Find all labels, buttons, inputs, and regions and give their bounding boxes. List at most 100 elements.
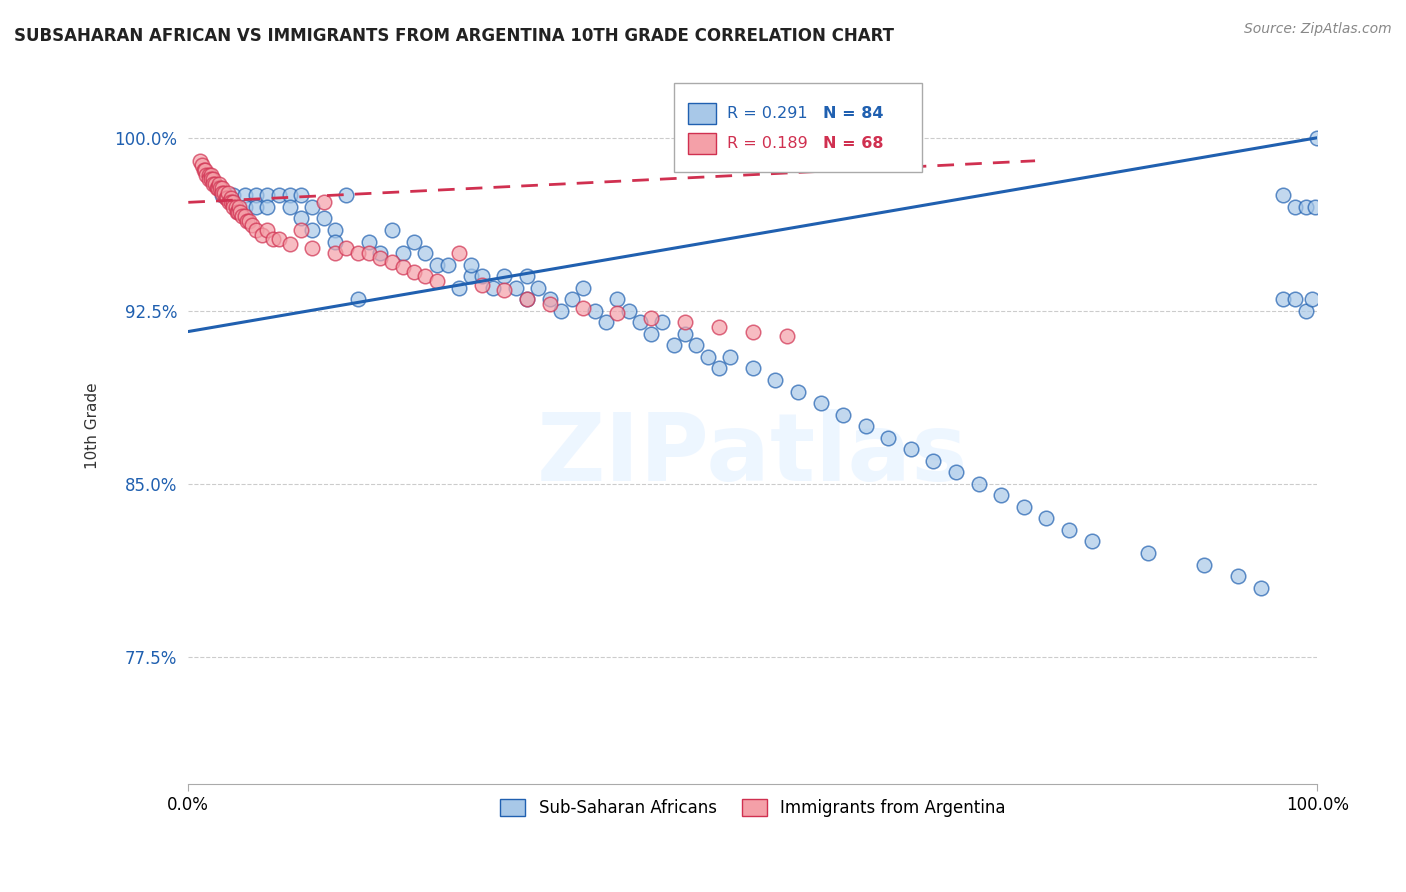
Point bbox=[1295, 200, 1317, 214]
Point bbox=[606, 306, 628, 320]
Point bbox=[278, 200, 301, 214]
Point bbox=[267, 188, 290, 202]
Point bbox=[207, 181, 229, 195]
Point bbox=[267, 232, 290, 246]
Point bbox=[368, 246, 391, 260]
Point bbox=[228, 200, 250, 214]
Point bbox=[278, 188, 301, 202]
Point bbox=[763, 373, 786, 387]
Point bbox=[194, 163, 217, 178]
Point bbox=[312, 195, 335, 210]
Point bbox=[225, 204, 247, 219]
Point bbox=[222, 195, 245, 210]
Point bbox=[245, 188, 267, 202]
Point bbox=[245, 223, 267, 237]
Bar bbox=[689, 133, 716, 154]
Point bbox=[449, 246, 471, 260]
Point bbox=[200, 168, 222, 182]
Point bbox=[550, 303, 572, 318]
Text: ZIPatlas: ZIPatlas bbox=[537, 409, 969, 500]
Point bbox=[204, 177, 226, 191]
Point bbox=[527, 281, 550, 295]
Point bbox=[1080, 534, 1102, 549]
Point bbox=[191, 158, 214, 172]
Point bbox=[707, 361, 730, 376]
Point bbox=[312, 211, 335, 226]
Point bbox=[357, 235, 380, 249]
Point bbox=[335, 242, 357, 256]
Point bbox=[572, 281, 595, 295]
Point bbox=[945, 465, 967, 479]
Point bbox=[572, 301, 595, 316]
Point bbox=[471, 269, 494, 284]
FancyBboxPatch shape bbox=[673, 83, 922, 172]
Point bbox=[278, 236, 301, 251]
Text: SUBSAHARAN AFRICAN VS IMMIGRANTS FROM ARGENTINA 10TH GRADE CORRELATION CHART: SUBSAHARAN AFRICAN VS IMMIGRANTS FROM AR… bbox=[14, 27, 894, 45]
Point bbox=[214, 191, 236, 205]
Point bbox=[323, 246, 346, 260]
Point bbox=[301, 223, 323, 237]
Point bbox=[215, 191, 238, 205]
Point bbox=[208, 177, 231, 191]
Point bbox=[516, 292, 538, 306]
Point bbox=[673, 326, 696, 341]
Text: N = 68: N = 68 bbox=[823, 136, 883, 151]
Point bbox=[990, 488, 1012, 502]
Point bbox=[640, 326, 662, 341]
Point bbox=[346, 292, 368, 306]
Point bbox=[256, 188, 278, 202]
Text: R = 0.189: R = 0.189 bbox=[727, 136, 807, 151]
Point bbox=[1284, 200, 1306, 214]
Point bbox=[900, 442, 922, 457]
Point bbox=[240, 219, 263, 233]
Point bbox=[219, 195, 242, 210]
Point bbox=[877, 431, 900, 445]
Point bbox=[1250, 581, 1272, 595]
Point bbox=[482, 281, 505, 295]
Point bbox=[404, 264, 426, 278]
Point bbox=[707, 320, 730, 334]
Point bbox=[301, 242, 323, 256]
Point bbox=[380, 255, 402, 269]
Text: N = 84: N = 84 bbox=[823, 106, 883, 121]
Point bbox=[494, 269, 516, 284]
Point bbox=[380, 223, 402, 237]
Point bbox=[1301, 292, 1323, 306]
Point bbox=[741, 325, 763, 339]
Point bbox=[460, 258, 482, 272]
Point bbox=[832, 408, 855, 422]
Point bbox=[1295, 303, 1317, 318]
Point bbox=[1272, 188, 1295, 202]
Point bbox=[256, 200, 278, 214]
Point bbox=[233, 200, 256, 214]
Point bbox=[460, 269, 482, 284]
Point bbox=[1227, 569, 1250, 583]
Point bbox=[494, 283, 516, 297]
Point bbox=[516, 269, 538, 284]
Point bbox=[1012, 500, 1035, 514]
Text: Source: ZipAtlas.com: Source: ZipAtlas.com bbox=[1244, 22, 1392, 37]
Point bbox=[810, 396, 832, 410]
Point bbox=[290, 188, 312, 202]
Point bbox=[217, 186, 239, 200]
Point bbox=[211, 186, 233, 200]
Point bbox=[357, 246, 380, 260]
Point bbox=[437, 258, 460, 272]
Point bbox=[595, 315, 617, 329]
Point bbox=[323, 235, 346, 249]
Point bbox=[229, 204, 252, 219]
Point bbox=[262, 232, 284, 246]
Point bbox=[193, 163, 215, 178]
Point bbox=[245, 200, 267, 214]
Point bbox=[617, 303, 640, 318]
Point bbox=[250, 227, 273, 242]
Point bbox=[211, 188, 233, 202]
Point bbox=[561, 292, 583, 306]
Point bbox=[967, 476, 990, 491]
Point bbox=[391, 246, 413, 260]
Point bbox=[673, 315, 696, 329]
Point bbox=[583, 303, 606, 318]
Point bbox=[741, 361, 763, 376]
Bar bbox=[689, 103, 716, 124]
Point bbox=[290, 211, 312, 226]
